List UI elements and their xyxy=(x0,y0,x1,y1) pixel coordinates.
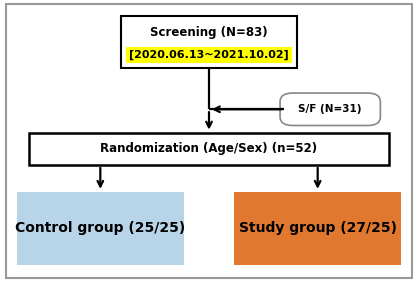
Text: Randomization (Age/Sex) (n=52): Randomization (Age/Sex) (n=52) xyxy=(100,142,318,155)
Text: Screening (N=83): Screening (N=83) xyxy=(150,26,268,39)
FancyBboxPatch shape xyxy=(280,93,380,125)
Bar xyxy=(121,16,297,68)
Text: Control group (25/25): Control group (25/25) xyxy=(15,221,186,235)
Bar xyxy=(29,133,389,165)
Text: Study group (27/25): Study group (27/25) xyxy=(239,221,397,235)
Bar xyxy=(17,192,184,265)
Text: [2020.06.13~2021.10.02]: [2020.06.13~2021.10.02] xyxy=(129,50,289,60)
Text: S/F (N=31): S/F (N=31) xyxy=(298,104,362,114)
Bar xyxy=(234,192,401,265)
